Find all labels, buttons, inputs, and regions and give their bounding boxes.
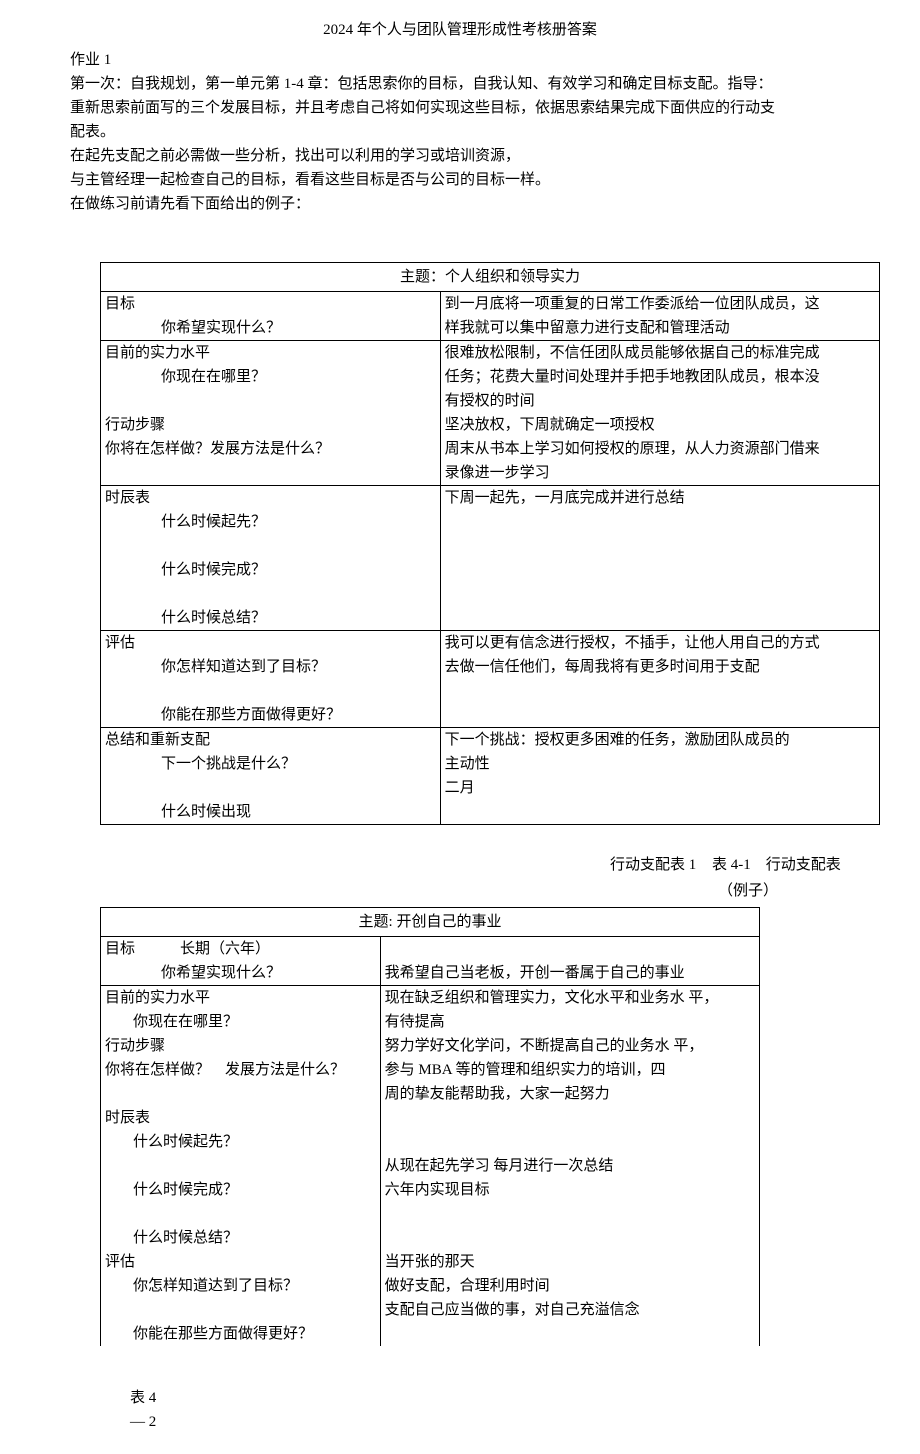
footer-a: 表 4 (130, 1386, 850, 1410)
t1-cell: 时辰表 (105, 490, 150, 506)
t1-cell: 评估 (105, 635, 135, 651)
t2-cell: 我希望自己当老板，开创一番属于自己的事业 (385, 965, 685, 981)
t1-cell: 你能在那些方面做得更好？ (105, 703, 436, 727)
table-2-header: 主题: 开创自己的事业 (101, 908, 760, 937)
t2-cell: 行动步骤 (105, 1038, 165, 1054)
t1-cell: 很难放松限制，不信任团队成员能够依据自己的标准完成 (445, 345, 820, 361)
t1-cell: 你希望实现什么？ (105, 316, 436, 340)
t2-cell: 你希望实现什么？ (105, 961, 376, 985)
t1-cell: 目前的实力水平 (105, 345, 210, 361)
t2-cell: 什么时候完成？ (105, 1178, 376, 1202)
footer-b: — 2 (130, 1410, 850, 1434)
t2-cell: 什么时候起先？ (105, 1130, 376, 1154)
t2-cell: 时辰表 (105, 1110, 150, 1126)
table-label-2: 表 4-1 行动支配表 (712, 857, 841, 873)
t2-cell: 六年内实现目标 (385, 1182, 490, 1198)
t2-cell: 周的挚友能帮助我，大家一起努力 (385, 1086, 610, 1102)
t1-cell: 什么时候总结？ (105, 606, 436, 630)
intro-line: 在起先支配之前必需做一些分析，找出可以利用的学习或培训资源， (70, 144, 850, 168)
t1-cell: 下周一起先，一月底完成并进行总结 (445, 490, 685, 506)
t1-cell: 二月 (445, 780, 475, 796)
t2-cell: 有待提高 (385, 1014, 445, 1030)
table-1-header: 主题：个人组织和领导实力 (101, 263, 880, 292)
t1-cell: 什么时候起先？ (105, 510, 436, 534)
intro-block: 作业 1 第一次：自我规划，第一单元第 1-4 章：包括思索你的目标，自我认知、… (70, 48, 850, 216)
t2-cell: 你将在怎样做？ 发展方法是什么？ (105, 1062, 345, 1078)
t2-cell: 目前的实力水平 (105, 990, 210, 1006)
t2-cell: 努力学好文化学问，不断提高自己的业务水 平， (385, 1038, 704, 1054)
t2-cell: 参与 MBA 等的管理和组织实力的培训，四 (385, 1062, 666, 1078)
t2-cell: 你现在在哪里？ (105, 1010, 376, 1034)
t2-cell: 评估 (105, 1254, 135, 1270)
t2-cell: 你怎样知道达到了目标？ (105, 1274, 376, 1298)
t1-cell: 主动性 (445, 756, 490, 772)
t1-cell: 目标 (105, 296, 135, 312)
t2-cell: 支配自己应当做的事，对自己充溢信念 (385, 1302, 640, 1318)
intro-line: 在做练习前请先看下面给出的例子： (70, 192, 850, 216)
t1-cell: 有授权的时间 (445, 393, 535, 409)
intro-line: 配表。 (70, 120, 850, 144)
table-2: 主题: 开创自己的事业 目标 长期（六年） 你希望实现什么？ 我希望自己当老板，… (100, 907, 760, 1346)
t1-cell: 什么时候出现 (105, 800, 436, 824)
intro-line: 重新思索前面写的三个发展目标，并且考虑自己将如何实现这些目标，依据思索结果完成下… (70, 96, 850, 120)
t1-cell: 去做一信任他们，每周我将有更多时间用于支配 (445, 659, 760, 675)
t1-cell: 任务；花费大量时间处理并手把手地教团队成员，根本没 (445, 369, 820, 385)
t1-cell: 周末从书本上学习如何授权的原理，从人力资源部门借来 (445, 441, 820, 457)
t1-cell: 你现在在哪里？ (105, 365, 436, 389)
t1-cell: 总结和重新支配 (105, 732, 210, 748)
t1-cell: 样我就可以集中留意力进行支配和管理活动 (445, 320, 730, 336)
table-1: 主题：个人组织和领导实力 目标 你希望实现什么？ 到一月底将一项重复的日常工作委… (100, 262, 880, 825)
t1-cell: 什么时候完成？ (105, 558, 436, 582)
t1-cell: 坚决放权，下周就确定一项授权 (445, 417, 655, 433)
footer-label: 表 4 — 2 (130, 1386, 850, 1434)
t1-cell: 你怎样知道达到了目标？ (105, 655, 436, 679)
intro-line: 作业 1 (70, 48, 850, 72)
t1-cell: 下一个挑战是什么？ (105, 752, 436, 776)
t2-cell: 现在缺乏组织和管理实力，文化水平和业务水 平， (385, 990, 719, 1006)
t2-cell: 当开张的那天 (385, 1254, 475, 1270)
t1-cell: 到一月底将一项重复的日常工作委派给一位团队成员，这 (445, 296, 820, 312)
t2-cell: 从现在起先学习 每月进行一次总结 (385, 1158, 614, 1174)
t1-cell: 我可以更有信念进行授权，不插手，让他人用自己的方式 (445, 635, 820, 651)
t1-cell: 录像进一步学习 (445, 465, 550, 481)
t1-cell: 你将在怎样做？发展方法是什么？ (105, 441, 330, 457)
t2-cell: 目标 长期（六年） (105, 941, 270, 957)
t1-cell: 行动步骤 (105, 417, 165, 433)
intro-line: 第一次：自我规划，第一单元第 1-4 章：包括思索你的目标，自我认知、有效学习和… (70, 72, 850, 96)
mid-label-row: 行动支配表 1 表 4-1 行动支配表 (70, 853, 850, 877)
t2-cell: 你能在那些方面做得更好？ (105, 1322, 376, 1346)
t1-cell: 下一个挑战：授权更多困难的任务，激励团队成员的 (445, 732, 790, 748)
intro-line: 与主管经理一起检查自己的目标，看看这些目标是否与公司的目标一样。 (70, 168, 850, 192)
example-note: （例子） (70, 879, 850, 903)
page-title: 2024 年个人与团队管理形成性考核册答案 (70, 18, 850, 42)
t2-cell: 做好支配，合理利用时间 (385, 1278, 550, 1294)
t2-cell: 什么时候总结？ (105, 1226, 376, 1250)
table-label-1: 行动支配表 1 (610, 857, 696, 873)
